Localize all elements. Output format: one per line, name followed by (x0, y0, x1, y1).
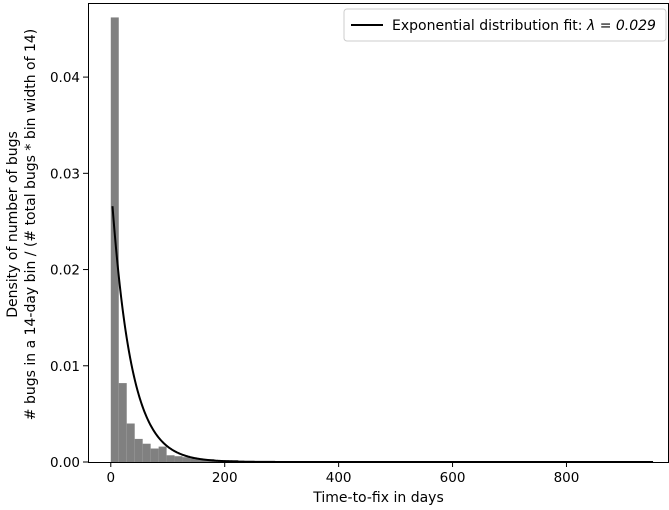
legend-label-math: λ = 0.029 (586, 18, 656, 34)
histogram-bar (134, 438, 143, 462)
x-axis-label: Time-to-fix in days (312, 490, 444, 506)
y-axis-label-line2: # bugs in a 14-day bin / (# total bugs *… (23, 29, 39, 420)
y-axis-ticks: 0.00 0.01 0.02 0.03 0.04 (50, 70, 88, 471)
y-tick-label: 0.01 (50, 359, 80, 375)
histogram-bar (174, 456, 183, 462)
x-tick-label: 600 (440, 470, 466, 486)
y-tick-label: 0.03 (50, 166, 80, 182)
y-tick-label: 0.02 (50, 263, 80, 279)
x-tick-label: 0 (106, 470, 115, 486)
x-tick-label: 400 (326, 470, 352, 486)
histogram-bar (126, 423, 135, 462)
plot-frame (88, 3, 669, 463)
y-axis-label-line1: Density of number of bugs (5, 131, 21, 318)
y-tick-label: 0.00 (50, 455, 80, 471)
legend-box (343, 8, 667, 42)
x-tick-label: 200 (212, 470, 238, 486)
x-axis-ticks: 0 200 400 600 800 (106, 462, 579, 486)
histogram-bar (198, 459, 207, 462)
x-tick-label: 800 (554, 470, 580, 486)
histogram-bars (110, 17, 654, 463)
histogram-bar (142, 443, 151, 462)
histogram-bar (182, 457, 191, 462)
histogram-bar (158, 446, 167, 462)
histogram-bar (118, 383, 127, 462)
legend: Exponential distribution fit: λ = 0.029 (343, 8, 667, 42)
legend-label-fit: Exponential distribution fit: λ = 0.029 (392, 18, 656, 34)
exponential-fit-line (111, 206, 654, 463)
y-tick-label: 0.04 (50, 70, 80, 86)
histogram-bar (150, 448, 159, 462)
legend-label-prefix: Exponential distribution fit: (392, 18, 587, 34)
histogram-bar (190, 458, 199, 462)
histogram-bar (166, 455, 175, 462)
